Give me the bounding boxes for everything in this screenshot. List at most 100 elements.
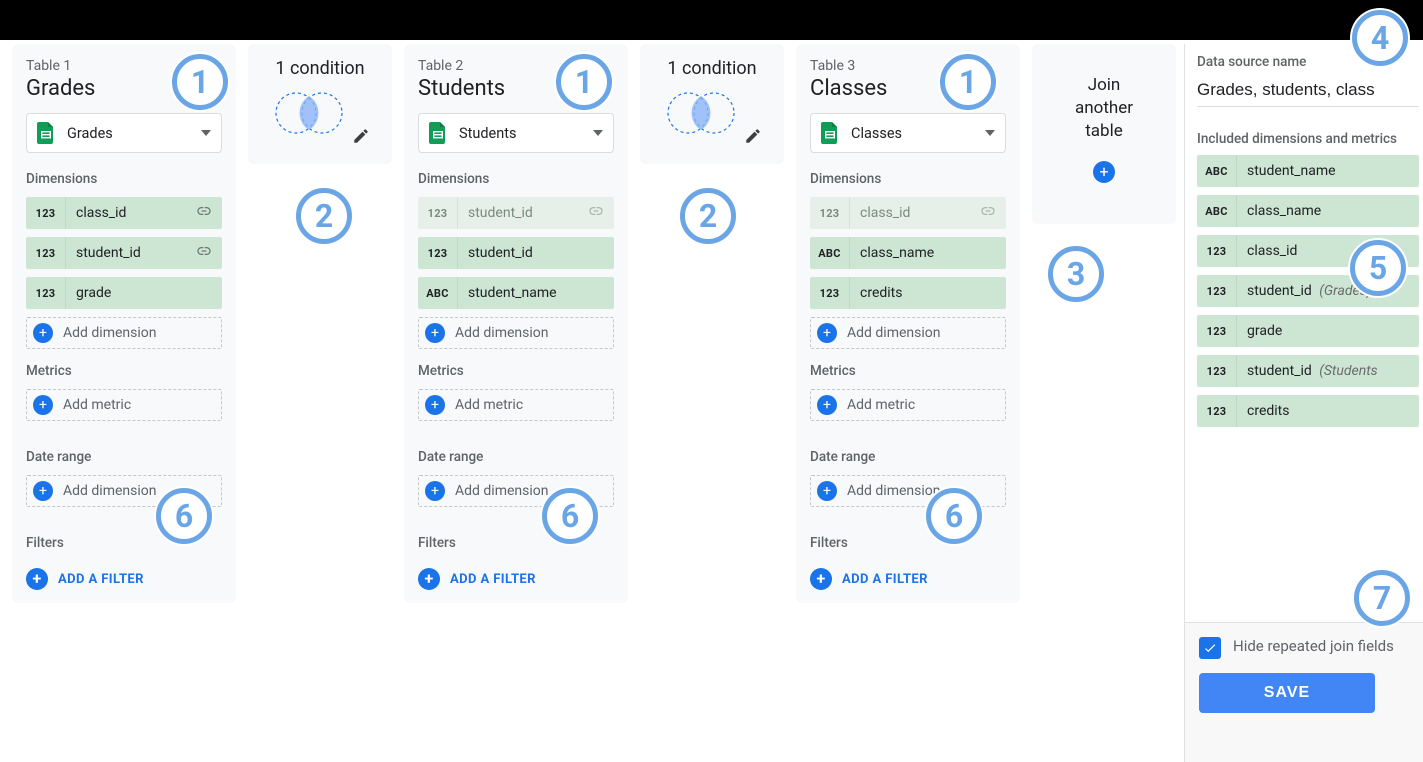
field-type-badge: 123 [418,197,458,229]
venn-icon [662,91,740,135]
save-button[interactable]: SAVE [1199,673,1375,713]
field-name: class_id [66,205,196,221]
table-title: Students [418,76,614,101]
section-dimensions: Dimensions [418,171,614,187]
plus-icon: + [425,481,445,501]
field-row[interactable]: 123grade [1197,315,1419,347]
ds-name-input[interactable] [1197,78,1419,107]
plus-icon: + [418,568,440,590]
field-row[interactable]: 123student_id [418,197,614,229]
pencil-icon [352,127,370,145]
source-select[interactable]: Classes [810,113,1006,153]
field-name: grade [1237,323,1419,339]
plus-icon: + [817,323,837,343]
side-panel: Data source name Included dimensions and… [1184,44,1423,762]
field-name: student_id [66,245,196,261]
condition-count: 1 condition [256,58,384,79]
field-row[interactable]: 123student_id (Grades) [1197,275,1419,307]
field-row[interactable]: 123class_id [1197,235,1419,267]
field-name: student_id [458,205,588,221]
hide-repeated-label: Hide repeated join fields [1233,637,1394,657]
field-row[interactable]: 123credits [1197,395,1419,427]
add-dimension-button[interactable]: + Add dimension [810,317,1006,349]
edit-join-button[interactable] [744,127,762,149]
field-type-badge: ABC [810,237,850,269]
add-dimension-label: Add dimension [455,483,548,499]
field-name: student_id [458,245,614,261]
add-metric-label: Add metric [63,397,131,413]
add-metric-button[interactable]: + Add metric [810,389,1006,421]
link-icon [980,203,996,223]
sheets-icon [429,122,447,144]
field-type-badge: 123 [810,277,850,309]
field-row[interactable]: ABCclass_name [810,237,1006,269]
section-date-range: Date range [418,449,614,465]
field-row[interactable]: ABCstudent_name [418,277,614,309]
plus-icon: + [425,323,445,343]
section-dimensions: Dimensions [26,171,222,187]
add-filter-button[interactable]: + ADD A FILTER [26,561,222,597]
source-select[interactable]: Grades [26,113,222,153]
blend-canvas: Table 1 Grades Grades Dimensions 123clas… [0,44,1423,762]
field-row[interactable]: 123credits [810,277,1006,309]
source-select[interactable]: Students [418,113,614,153]
field-row[interactable]: 123class_id [810,197,1006,229]
field-name: student_id (Grades) [1237,283,1419,299]
edit-join-button[interactable] [352,127,370,149]
section-filters: Filters [810,535,1006,551]
table-label: Table 2 [418,58,614,74]
check-icon [1203,641,1217,655]
table-label: Table 3 [810,58,1006,74]
section-date-range: Date range [810,449,1006,465]
dimensions-list: 123student_id123student_idABCstudent_nam… [418,197,614,309]
plus-icon: + [817,395,837,415]
add-metric-label: Add metric [455,397,523,413]
hide-repeated-checkbox[interactable] [1199,637,1221,659]
field-name: credits [1237,403,1419,419]
field-type-badge: 123 [810,197,850,229]
sheets-icon [821,122,839,144]
add-dimension-button[interactable]: + Add dimension [418,317,614,349]
field-row[interactable]: ABCstudent_name [1197,155,1419,187]
add-date-dimension-button[interactable]: + Add dimension [26,475,222,507]
sheets-icon [37,122,55,144]
field-type-badge: 123 [1197,315,1237,347]
add-filter-button[interactable]: + ADD A FILTER [810,561,1006,597]
plus-icon: + [1093,161,1115,183]
table-label: Table 1 [26,58,222,74]
field-type-badge: 123 [1197,395,1237,427]
section-filters: Filters [418,535,614,551]
pencil-icon [744,127,762,145]
field-row[interactable]: 123student_id [418,237,614,269]
add-metric-button[interactable]: + Add metric [26,389,222,421]
section-filters: Filters [26,535,222,551]
field-name: class_name [850,245,1006,261]
field-type-badge: 123 [26,237,66,269]
side-footer: Hide repeated join fields SAVE [1185,622,1423,762]
add-date-dimension-button[interactable]: + Add dimension [810,475,1006,507]
field-name: class_id [850,205,980,221]
field-type-badge: 123 [1197,235,1237,267]
dimensions-list: 123class_id123student_id123grade [26,197,222,309]
add-filter-button[interactable]: + ADD A FILTER [418,561,614,597]
field-row[interactable]: ABCclass_name [1197,195,1419,227]
field-row[interactable]: 123class_id [26,197,222,229]
field-name: class_name [1237,203,1419,219]
add-dimension-label: Add dimension [847,483,940,499]
field-row[interactable]: 123grade [26,277,222,309]
table-panel-3: Table 3 Classes Classes Dimensions 123cl… [796,44,1020,603]
field-type-badge: 123 [26,277,66,309]
link-icon [980,203,996,219]
link-icon [196,243,212,263]
add-metric-button[interactable]: + Add metric [418,389,614,421]
field-row[interactable]: 123student_id (Students [1197,355,1419,387]
join-another-panel[interactable]: Join another table + [1032,44,1176,224]
join-panel-2: 1 condition [640,44,784,164]
chevron-down-icon [593,130,603,136]
add-filter-label: ADD A FILTER [450,572,536,587]
field-row[interactable]: 123student_id [26,237,222,269]
plus-icon: + [425,395,445,415]
add-dimension-button[interactable]: + Add dimension [26,317,222,349]
table-panel-1: Table 1 Grades Grades Dimensions 123clas… [12,44,236,603]
add-date-dimension-button[interactable]: + Add dimension [418,475,614,507]
